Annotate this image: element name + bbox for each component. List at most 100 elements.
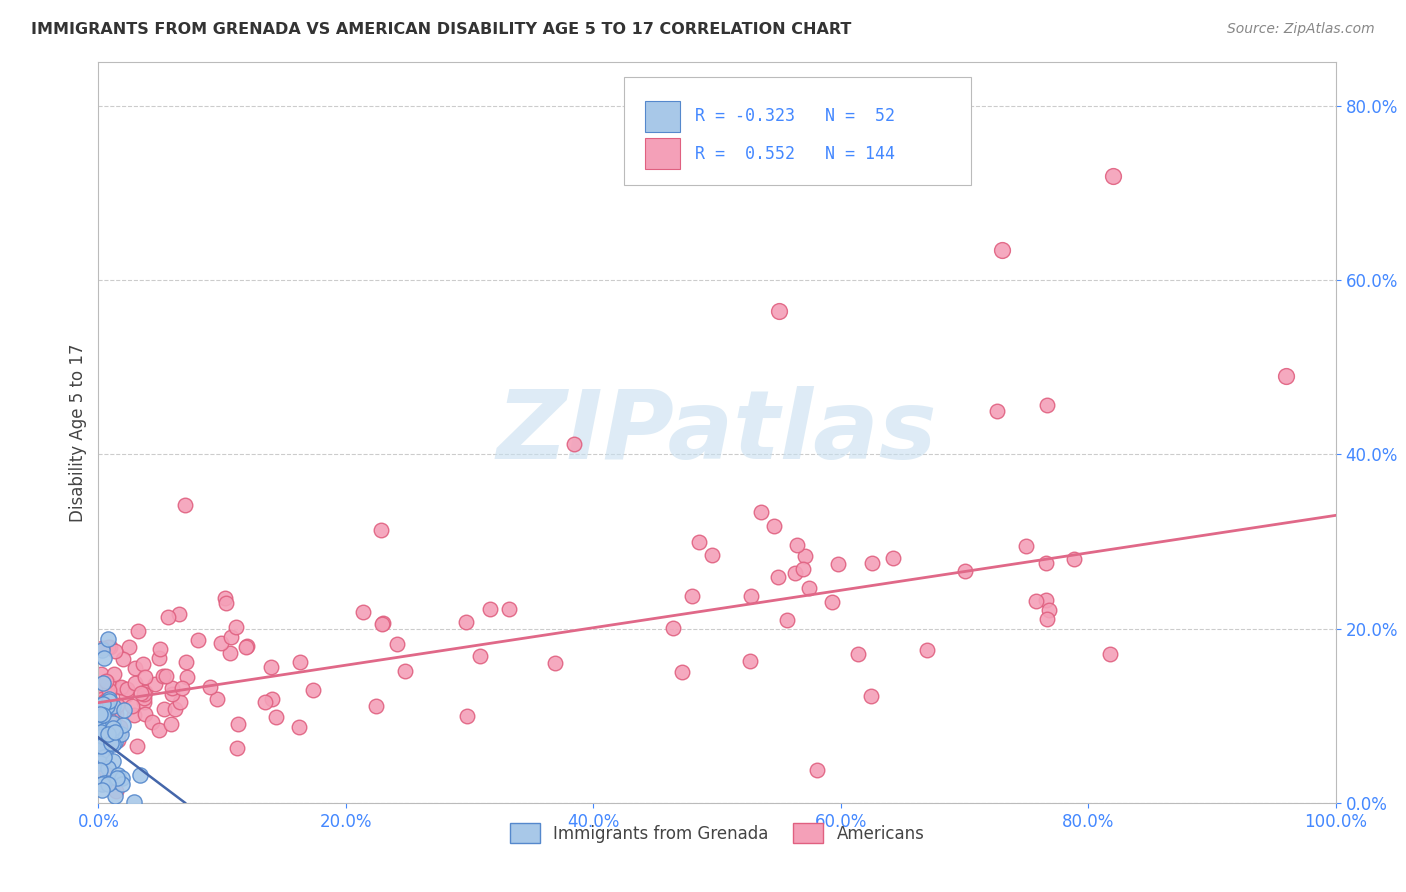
- Point: [97, 676, 120, 690]
- Point: [90, 697, 112, 711]
- Point: [91, 643, 114, 657]
- Point: [111, 777, 134, 791]
- Point: [111, 772, 134, 786]
- Point: [170, 681, 193, 695]
- Point: [104, 724, 127, 739]
- Point: [700, 549, 723, 563]
- Point: [148, 651, 170, 665]
- Point: [152, 702, 174, 716]
- Point: [235, 640, 257, 654]
- Point: [371, 616, 394, 631]
- Point: [89, 740, 111, 755]
- Point: [93, 749, 115, 764]
- Point: [93, 776, 115, 790]
- Point: [152, 669, 174, 683]
- Point: [89, 706, 111, 721]
- Point: [792, 562, 814, 576]
- Point: [110, 724, 132, 739]
- Point: [107, 726, 129, 740]
- Point: [806, 763, 828, 777]
- Point: [91, 730, 114, 744]
- Point: [163, 702, 186, 716]
- Point: [122, 795, 145, 809]
- Point: [100, 726, 122, 740]
- Point: [160, 681, 183, 695]
- Point: [103, 721, 125, 735]
- Point: [174, 655, 197, 669]
- Point: [129, 768, 152, 782]
- Point: [498, 602, 520, 616]
- Point: [260, 691, 283, 706]
- Point: [110, 727, 132, 741]
- Y-axis label: Disability Age 5 to 17: Disability Age 5 to 17: [69, 343, 87, 522]
- Point: [478, 602, 501, 616]
- Point: [882, 550, 904, 565]
- Point: [302, 682, 325, 697]
- Point: [394, 665, 416, 679]
- Point: [91, 707, 114, 722]
- Point: [90, 683, 112, 698]
- Point: [98, 722, 121, 736]
- Point: [776, 613, 799, 627]
- Point: [287, 720, 309, 734]
- Bar: [645, 138, 681, 169]
- Point: [990, 243, 1012, 257]
- Point: [456, 709, 478, 723]
- Point: [90, 724, 112, 739]
- Point: [90, 666, 112, 681]
- Point: [97, 640, 120, 654]
- Point: [90, 682, 112, 697]
- Point: [953, 564, 976, 578]
- Point: [1038, 603, 1060, 617]
- Point: [110, 680, 132, 694]
- Point: [846, 647, 869, 661]
- Point: [387, 637, 409, 651]
- Point: [786, 538, 808, 552]
- Point: [98, 712, 121, 726]
- Point: [127, 739, 149, 753]
- Point: [132, 691, 155, 706]
- Point: [90, 783, 112, 797]
- Point: [89, 714, 111, 729]
- Point: [90, 739, 112, 753]
- Point: [93, 651, 115, 665]
- Point: [783, 566, 806, 580]
- Point: [148, 723, 170, 738]
- Point: [94, 694, 117, 708]
- Point: [688, 535, 710, 549]
- Point: [122, 707, 145, 722]
- Point: [115, 689, 138, 703]
- Point: [89, 764, 111, 778]
- Point: [96, 732, 118, 747]
- Point: [352, 605, 374, 619]
- Text: R = -0.323   N =  52: R = -0.323 N = 52: [695, 108, 894, 126]
- Point: [107, 768, 129, 782]
- Point: [214, 591, 236, 605]
- Point: [96, 736, 118, 750]
- Point: [209, 636, 232, 650]
- Point: [155, 669, 177, 683]
- Point: [104, 644, 127, 658]
- Point: [100, 736, 122, 750]
- Point: [264, 710, 287, 724]
- Point: [160, 716, 183, 731]
- Point: [562, 437, 585, 451]
- Point: [763, 519, 786, 533]
- Text: R =  0.552   N = 144: R = 0.552 N = 144: [695, 145, 894, 162]
- Point: [110, 720, 132, 734]
- Point: [94, 723, 117, 737]
- Point: [167, 607, 190, 622]
- Point: [860, 556, 883, 570]
- Point: [94, 674, 117, 689]
- Point: [1036, 398, 1059, 412]
- Point: [1102, 169, 1125, 183]
- Point: [1275, 369, 1298, 384]
- Point: [104, 789, 127, 803]
- Point: [226, 741, 249, 756]
- Point: [132, 695, 155, 709]
- Point: [169, 695, 191, 709]
- Point: [1035, 556, 1057, 570]
- Point: [105, 771, 128, 785]
- Bar: [645, 101, 681, 132]
- Point: [90, 749, 112, 764]
